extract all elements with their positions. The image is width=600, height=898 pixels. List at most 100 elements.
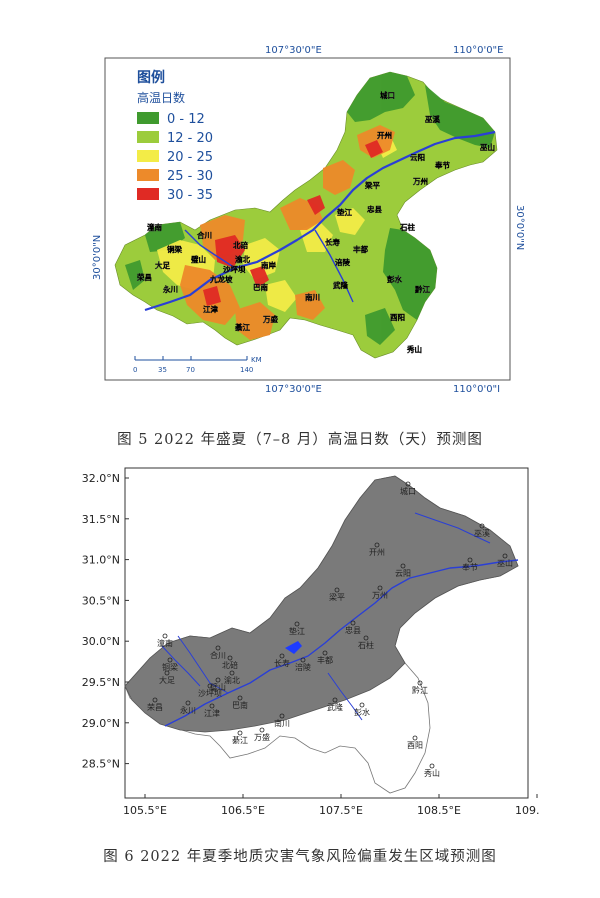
place-marker bbox=[259, 727, 265, 733]
legend-title: 图例 bbox=[137, 69, 165, 86]
place-label: 璧山 bbox=[210, 682, 226, 692]
place-label: 长寿 bbox=[274, 658, 290, 668]
place-label: 秀山 bbox=[424, 768, 440, 778]
place-label: 涪陵 bbox=[335, 257, 350, 267]
y-tick-label: 32.0°N bbox=[82, 472, 120, 485]
place-marker bbox=[363, 635, 369, 641]
place-label: 忠县 bbox=[345, 626, 361, 635]
place-marker bbox=[322, 650, 328, 656]
place-label: 开州 bbox=[377, 131, 392, 140]
place-label: 巫溪 bbox=[425, 114, 440, 124]
scale-tick-140: 140 bbox=[240, 366, 253, 374]
place-marker bbox=[479, 523, 485, 529]
place-label: 潼南 bbox=[157, 638, 173, 648]
place-marker bbox=[279, 653, 285, 659]
y-tick-label: 31.5°N bbox=[82, 513, 120, 526]
lake bbox=[285, 641, 302, 654]
legend-label: 0 - 12 bbox=[167, 112, 205, 127]
place-marker bbox=[152, 697, 158, 703]
y-tick-label: 29.0°N bbox=[82, 717, 120, 730]
scale-tick-0: 0 bbox=[133, 366, 137, 374]
legend-swatch bbox=[137, 188, 159, 200]
x-tick-label: 108.5°E bbox=[417, 804, 461, 817]
place-label: 万盛 bbox=[254, 732, 270, 742]
x-tick-label: 109.5°E bbox=[515, 804, 540, 817]
place-marker bbox=[215, 645, 221, 651]
place-label: 北碚 bbox=[222, 660, 238, 670]
place-label: 巴南 bbox=[253, 282, 268, 292]
x-tick-label: 106.5°E bbox=[221, 804, 265, 817]
legend-label: 30 - 35 bbox=[167, 188, 213, 203]
legend-label: 20 - 25 bbox=[167, 150, 213, 165]
figure-6-caption: 图 6 2022 年夏季地质灾害气象风险偏重发生区域预测图 bbox=[103, 849, 497, 865]
right-lat-label: 30°0'0"N bbox=[514, 205, 525, 250]
place-label: 江津 bbox=[203, 304, 218, 314]
place-label: 彭水 bbox=[387, 274, 402, 284]
place-label: 万州 bbox=[372, 591, 388, 600]
bottom-lon-label-2: 110°0'0"I bbox=[453, 384, 500, 395]
place-label: 石柱 bbox=[399, 222, 415, 232]
place-label: 酉阳 bbox=[407, 741, 423, 750]
place-label: 綦江 bbox=[232, 735, 248, 745]
scale-unit: KM bbox=[251, 356, 262, 364]
legend-swatch bbox=[137, 131, 159, 143]
place-label: 黔江 bbox=[412, 685, 428, 695]
legend-label: 12 - 20 bbox=[167, 131, 213, 146]
place-label: 南川 bbox=[274, 718, 290, 728]
place-marker bbox=[417, 680, 423, 686]
y-tick-label: 28.5°N bbox=[82, 758, 120, 771]
place-label: 江津 bbox=[204, 708, 220, 718]
place-marker bbox=[207, 683, 213, 689]
place-label: 南岸 bbox=[261, 260, 276, 270]
legend-swatch bbox=[137, 112, 159, 124]
river bbox=[161, 512, 519, 727]
legend: 图例 高温日数 0 - 12 12 - 20 20 - 25 25 - 30 30 - … bbox=[137, 69, 213, 203]
place-label: 城口 bbox=[400, 487, 416, 496]
place-label: 巫山 bbox=[497, 558, 513, 568]
scale-tick-35: 35 bbox=[158, 366, 167, 374]
place-label: 铜梁 bbox=[162, 662, 178, 672]
place-label: 垫江 bbox=[289, 626, 305, 636]
place-marker bbox=[374, 542, 380, 548]
figure-5-caption: 图 5 2022 年盛夏（7–8 月）高温日数（天）预测图 bbox=[117, 432, 483, 448]
legend-subtitle: 高温日数 bbox=[137, 90, 185, 105]
x-tick-label: 105.5°E bbox=[123, 804, 167, 817]
place-marker bbox=[412, 735, 418, 741]
place-label: 彭水 bbox=[354, 707, 370, 717]
place-label: 巫溪 bbox=[474, 528, 490, 538]
place-label: 奉节 bbox=[462, 562, 478, 572]
place-label: 开州 bbox=[369, 548, 385, 557]
place-label: 长寿 bbox=[325, 237, 340, 247]
scale-tick-70: 70 bbox=[186, 366, 195, 374]
top-lon-label-1: 107°30'0"E bbox=[265, 45, 322, 56]
place-marker bbox=[237, 730, 243, 736]
risk-region bbox=[124, 475, 519, 733]
place-label: 万州 bbox=[412, 177, 428, 186]
y-tick-label: 29.5°N bbox=[82, 676, 120, 689]
place-label: 巴南 bbox=[232, 700, 248, 710]
place-label: 綦江 bbox=[234, 322, 250, 332]
place-marker bbox=[294, 621, 300, 627]
place-marker bbox=[405, 481, 411, 487]
place-marker bbox=[467, 557, 473, 563]
place-marker bbox=[334, 587, 340, 593]
place-marker bbox=[400, 563, 406, 569]
place-label: 渝北 bbox=[224, 675, 240, 685]
x-tick-label: 107.5°E bbox=[319, 804, 363, 817]
place-label: 城口 bbox=[380, 90, 395, 100]
place-label: 北碚 bbox=[233, 240, 248, 250]
place-marker bbox=[215, 677, 221, 683]
scale-bar: 0 35 70 140 KM bbox=[133, 356, 262, 374]
place-label: 丰都 bbox=[353, 244, 368, 254]
place-label: 合川 bbox=[197, 230, 212, 240]
place-label: 秀山 bbox=[406, 344, 422, 354]
geohazard-risk-map: 32.0°N 31.5°N 31.0°N 30.5°N 30.0°N 29.5°N 29.0… bbox=[82, 467, 540, 817]
place-label: 潼南 bbox=[147, 222, 162, 232]
place-label: 酉阳 bbox=[390, 313, 405, 322]
place-label: 九龙坡 bbox=[209, 274, 233, 284]
y-tick-label: 30.0°N bbox=[82, 635, 120, 648]
place-marker bbox=[185, 700, 191, 706]
place-label: 沙坪坝 bbox=[198, 689, 222, 698]
place-label: 永川 bbox=[180, 705, 196, 715]
